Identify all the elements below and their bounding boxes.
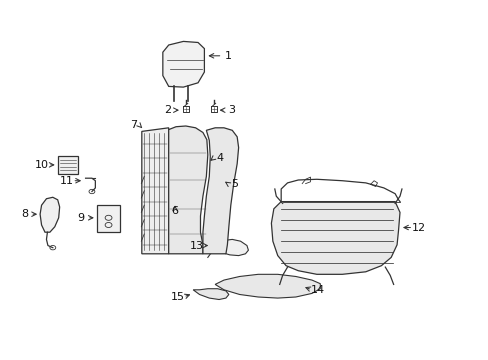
- Text: 12: 12: [411, 222, 425, 233]
- Text: 10: 10: [35, 160, 49, 170]
- Text: 14: 14: [310, 285, 324, 295]
- Text: 15: 15: [170, 292, 184, 302]
- Polygon shape: [215, 239, 248, 256]
- Polygon shape: [142, 128, 168, 254]
- Polygon shape: [168, 126, 207, 254]
- Polygon shape: [40, 197, 60, 232]
- Text: 2: 2: [164, 105, 171, 115]
- Text: 9: 9: [78, 213, 84, 223]
- Polygon shape: [203, 128, 238, 254]
- Text: 7: 7: [130, 120, 137, 130]
- Text: 4: 4: [216, 153, 223, 163]
- Text: 8: 8: [21, 209, 28, 219]
- Text: 11: 11: [60, 176, 73, 186]
- Text: 6: 6: [171, 206, 178, 216]
- Polygon shape: [271, 202, 399, 274]
- Text: 13: 13: [190, 240, 203, 251]
- Polygon shape: [163, 41, 204, 87]
- Polygon shape: [193, 289, 228, 300]
- Text: 3: 3: [228, 105, 235, 115]
- Text: 5: 5: [231, 179, 238, 189]
- Text: 1: 1: [224, 51, 231, 61]
- FancyBboxPatch shape: [97, 205, 120, 232]
- Polygon shape: [215, 274, 320, 298]
- FancyBboxPatch shape: [58, 156, 78, 174]
